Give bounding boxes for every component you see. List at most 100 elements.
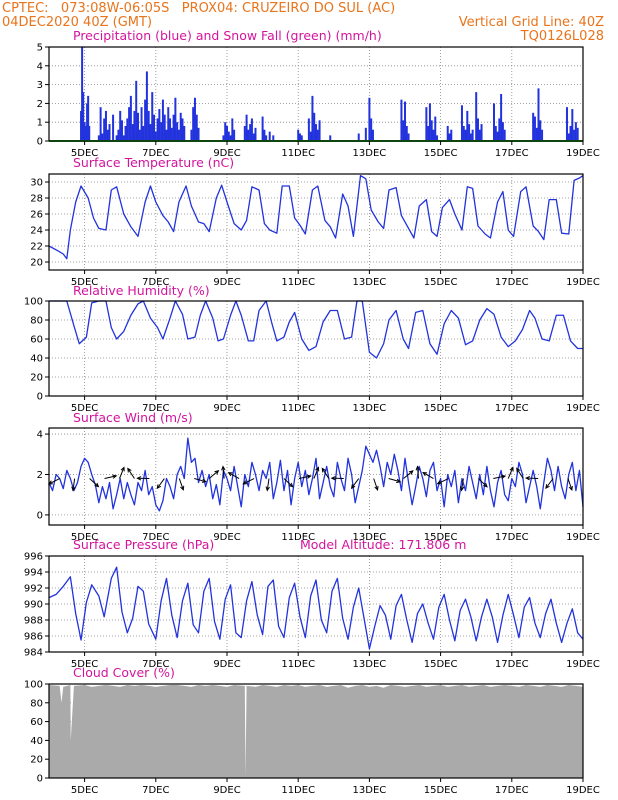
y-tick-label: 0 [37, 392, 43, 403]
x-tick-label: 11DEC [281, 277, 315, 288]
precip-bar [160, 122, 163, 141]
precip-bar [425, 107, 428, 141]
wind-arrowhead [112, 474, 118, 479]
precip-bar [532, 112, 535, 141]
precip-bar [126, 118, 129, 141]
precip-bar [226, 125, 228, 141]
precip-bar [446, 125, 449, 141]
precip-bar [313, 112, 316, 141]
y-tick-label: 20 [30, 755, 43, 766]
y-tick-label: 40 [30, 354, 43, 365]
wind-arrowhead [221, 465, 226, 471]
precip-bar [263, 129, 266, 141]
precip-bar [480, 124, 483, 141]
precip-bar [86, 103, 89, 141]
precip-bar [309, 131, 312, 141]
precip-bar [436, 135, 439, 141]
x-tick-label: 17DEC [495, 659, 529, 670]
precip-bar [119, 110, 122, 141]
wind-vector [156, 478, 165, 489]
precip-bar [83, 122, 86, 141]
wind-arrowhead [415, 465, 420, 471]
x-tick-label: 9DEC [213, 785, 240, 796]
wind-vector [422, 472, 434, 479]
header-datetime: 04DEC2020 40Z (GMT) [2, 15, 153, 30]
wind-arrowhead [374, 485, 379, 491]
wind-arrowhead [306, 474, 312, 479]
y-tick-label: 984 [24, 648, 43, 659]
panel-title: Relative Humidity (%) [73, 283, 210, 298]
panel-title: Surface Temperature (nC) [73, 155, 234, 170]
precip-bar [265, 135, 268, 141]
x-tick-label: 15DEC [424, 403, 458, 414]
header-station: CPTEC: 073:08W-06:05S PROX04: CRUZEIRO D… [2, 1, 396, 16]
wind-arrowhead [120, 466, 125, 472]
precip-bar [316, 129, 319, 141]
wind-vector [388, 478, 401, 483]
precip-bar [137, 112, 139, 141]
precip-bar [466, 110, 469, 141]
x-tick-label: 15DEC [424, 785, 458, 796]
wind-arrowhead [227, 472, 233, 477]
precip-bar [87, 95, 90, 141]
wind-arrowhead [127, 467, 132, 473]
precip-bar [135, 80, 138, 141]
precip-bar [535, 127, 538, 141]
x-tick-label: 11DEC [281, 785, 315, 796]
precip-bar [501, 122, 504, 141]
precip-bar [103, 118, 106, 141]
precip-bar [450, 129, 453, 141]
x-tick-label: 5DEC [71, 659, 98, 670]
y-tick-label: 0 [37, 774, 43, 785]
panel-frame [48, 173, 584, 271]
y-tick-label: 2 [37, 470, 43, 481]
x-tick-label: 13DEC [353, 659, 387, 670]
wind-vector [416, 466, 420, 479]
wind-arrowhead [156, 484, 162, 490]
precip-bar [108, 124, 111, 141]
precip-bar [233, 129, 236, 141]
precip-bar [165, 129, 168, 141]
precip-bar [120, 120, 123, 141]
precip-bar [231, 118, 234, 141]
precip-bar [272, 135, 275, 141]
precip-bar [318, 120, 321, 141]
precip-bar [82, 92, 85, 141]
panel-frame [48, 427, 584, 526]
y-tick-label: 986 [24, 632, 43, 643]
y-tick-label: 28 [30, 194, 43, 205]
wind-arrowhead [265, 486, 270, 492]
x-tick-label: 19DEC [566, 532, 600, 543]
x-tick-label: 5DEC [71, 403, 98, 414]
precip-bar [298, 133, 301, 141]
y-tick-label: 20 [30, 373, 43, 384]
wind-arrowhead [315, 466, 320, 472]
precip-bar [117, 129, 120, 141]
panel-title: Precipitation (blue) and Snow Fall (gree… [73, 28, 382, 43]
precip-bar [494, 125, 497, 141]
precip-bar [245, 114, 248, 141]
precip-bar [368, 97, 371, 141]
precip-bar [405, 125, 408, 141]
wind-vector [403, 470, 414, 479]
panel-frame [48, 683, 584, 779]
precip-bar [142, 125, 145, 141]
wind-vector [351, 478, 360, 489]
wind-arrowhead [288, 482, 294, 488]
wind-arrowhead [436, 480, 442, 485]
precip-bar [172, 114, 175, 141]
x-tick-label: 13DEC [353, 277, 387, 288]
x-tick-label: 19DEC [566, 785, 600, 796]
y-tick-label: 3 [37, 80, 43, 91]
wind-vector [178, 478, 184, 491]
y-tick-label: 40 [30, 736, 43, 747]
precip-bar [192, 107, 195, 141]
precip-bar [158, 109, 161, 141]
precip-bar [250, 118, 253, 141]
precip-bar [124, 125, 127, 141]
precip-bar [462, 125, 465, 141]
panel-annotation: Model Altitude: 171.806 m [300, 537, 466, 552]
y-tick-label: 22 [30, 242, 43, 253]
wind-vector [208, 470, 219, 479]
panel-frame [48, 555, 584, 653]
